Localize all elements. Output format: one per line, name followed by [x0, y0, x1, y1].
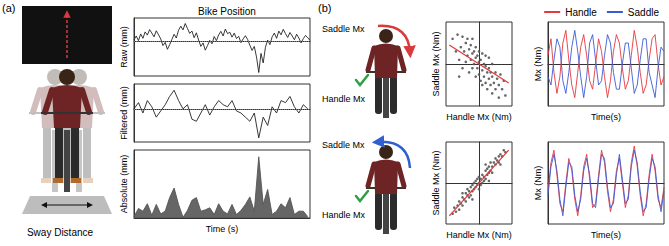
svg-text:Mx (Nm): Mx (Nm) — [533, 166, 543, 201]
svg-text:Saddle: Saddle — [628, 7, 660, 18]
svg-text:Handle Mx: Handle Mx — [322, 94, 366, 104]
svg-text:Handle Mx (Nm): Handle Mx (Nm) — [446, 112, 512, 122]
svg-text:Handle Mx (Nm): Handle Mx (Nm) — [446, 230, 512, 240]
svg-text:Filtered (mm): Filtered (mm) — [119, 86, 129, 140]
svg-text:Saddle Mx (Nm): Saddle Mx (Nm) — [431, 31, 441, 96]
svg-text:Saddle Mx: Saddle Mx — [322, 24, 365, 34]
svg-text:Sway Distance: Sway Distance — [27, 227, 94, 238]
svg-text:Time (s): Time (s) — [206, 224, 239, 234]
svg-text:Saddle Mx: Saddle Mx — [322, 140, 365, 150]
svg-text:Time(s): Time(s) — [591, 230, 621, 240]
svg-text:Handle Mx: Handle Mx — [322, 210, 366, 220]
svg-text:Saddle Mx (Nm): Saddle Mx (Nm) — [431, 150, 441, 215]
svg-text:Time(s): Time(s) — [591, 112, 621, 122]
svg-text:Mx (Nm): Mx (Nm) — [533, 47, 543, 82]
svg-text:Handle: Handle — [565, 7, 597, 18]
svg-text:Bike Position: Bike Position — [198, 6, 256, 17]
svg-text:Absolute (mm): Absolute (mm) — [119, 155, 129, 214]
svg-text:(b): (b) — [318, 2, 331, 14]
svg-text:(a): (a) — [2, 2, 15, 14]
svg-text:Raw (mm): Raw (mm) — [119, 26, 129, 68]
